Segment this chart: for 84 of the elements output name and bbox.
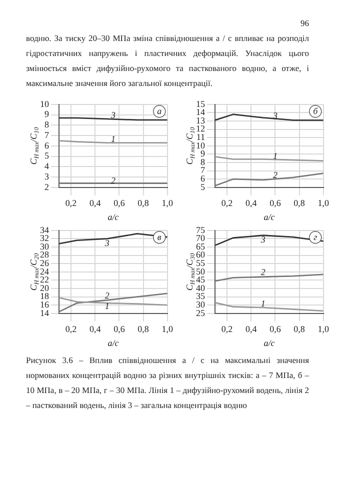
chart-title: г [314,232,318,242]
annotation: 3 [110,110,116,120]
y-tick-label: 28 [40,250,50,260]
text: водню. За тиску 20–30 МПа зміна співвідношення a / c впливає на розподіл гідростатичних напружень і пластичних деформацій. Унаслідок цього змінюється вміст дифузійно-рухомого та пасткованого водню, а отже, і максимальне значення його загальної концентрації. [26,32,309,90]
y-tick-label: 2 [44,182,49,192]
y-tick-label: 5 [44,150,50,161]
y-tick-label: 9 [44,109,50,120]
y-tick-label: 6 [44,140,50,150]
y-tick-label: 35 [196,291,206,302]
y-tick-label: 65 [196,241,206,252]
y-tick-label: 6 [200,173,206,184]
y-tick-label: 30 [40,241,50,252]
x-axis-title: a/c [108,338,119,348]
y-tick-label: 34 [40,224,50,235]
y-tick-label: 55 [196,258,206,268]
y-tick-label: 14 [196,107,206,118]
annotation: 1 [260,298,266,309]
y-tick-label: 8 [200,156,206,167]
y-tick-label: 26 [40,258,50,268]
x-tick-label: 0,2 [221,324,233,334]
text: Рисунок 3.6 – Вплив співвідношення a / c на максимальні значення нормованих концентрацій водню за різних внутрішніх тисків: а – 7 МПа, б – 10 МПа, в – 20 МПа, г – 30 МПа. Лінія 1 – дифузійно-рухомий водень, лінія 2 – пасткований водень, лінія 3 – загальна концентрація водню [26,354,309,412]
y-tick-label: 7 [44,130,50,140]
annotation: 3 [260,234,266,245]
y-tick-label: 75 [196,224,206,235]
text: 96 [300,17,309,30]
x-tick-label: 0,6 [114,198,126,208]
y-tick-label: 18 [40,291,50,302]
y-tick-label: 3 [44,171,50,182]
y-tick-label: 60 [196,250,206,260]
x-tick-label: 0,8 [138,198,150,208]
x-tick-label: 1,0 [318,198,330,208]
annotation: 1 [110,134,116,144]
x-axis-title: a/c [264,338,275,348]
x-tick-label: 0,6 [270,198,282,208]
x-tick-label: 0,4 [90,324,102,334]
x-tick-label: 0,4 [246,324,258,334]
chart-title: б [313,106,318,116]
y-tick-label: 10 [40,98,50,109]
x-tick-label: 1,0 [318,324,330,334]
y-tick-label: 30 [196,299,206,310]
y-tick-label: 14 [40,308,50,318]
x-tick-label: 0,6 [114,324,126,334]
y-tick-label: 4 [44,161,50,172]
annotation: 3 [104,238,110,248]
y-tick-label: 25 [196,308,206,318]
y-tick-label: 16 [40,299,50,310]
x-tick-label: 0,2 [65,324,77,334]
y-tick-label: 12 [196,124,205,134]
y-tick-label: 15 [196,98,206,109]
y-tick-label: 50 [196,266,206,276]
annotation: 2 [104,290,110,300]
y-tick-label: 7 [200,165,206,176]
y-tick-label: 45 [196,274,206,285]
y-tick-label: 9 [200,148,206,159]
chart-title: а [157,106,162,116]
chart-title: в [157,232,162,242]
y-tick-label: 5 [200,182,206,192]
x-tick-label: 0,6 [270,324,282,334]
y-tick-label: 40 [196,282,206,293]
x-tick-label: 1,0 [162,198,174,208]
y-tick-label: 10 [196,140,206,150]
y-tick-label: 11 [196,132,205,142]
x-tick-label: 0,8 [294,198,306,208]
x-tick-label: 0,8 [138,324,150,334]
annotation: 3 [272,110,278,120]
x-axis-title: a/c [264,212,275,222]
x-tick-label: 1,0 [162,324,174,334]
y-tick-label: 13 [196,115,206,126]
y-tick-label: 22 [40,274,49,285]
x-tick-label: 0,4 [246,198,258,208]
x-tick-label: 0,2 [65,198,77,208]
x-tick-label: 0,8 [294,324,306,334]
annotation: 1 [272,151,278,162]
y-tick-label: 70 [196,233,206,244]
annotation: 2 [272,170,278,180]
y-tick-label: 32 [40,233,49,244]
annotation: 1 [104,301,110,312]
y-tick-label: 24 [40,266,50,276]
y-tick-label: 8 [44,120,50,130]
x-tick-label: 0,2 [221,198,233,208]
y-tick-label: 20 [40,282,50,293]
annotation: 2 [260,267,266,278]
x-tick-label: 0,4 [90,198,102,208]
x-axis-title: a/c [108,212,119,222]
